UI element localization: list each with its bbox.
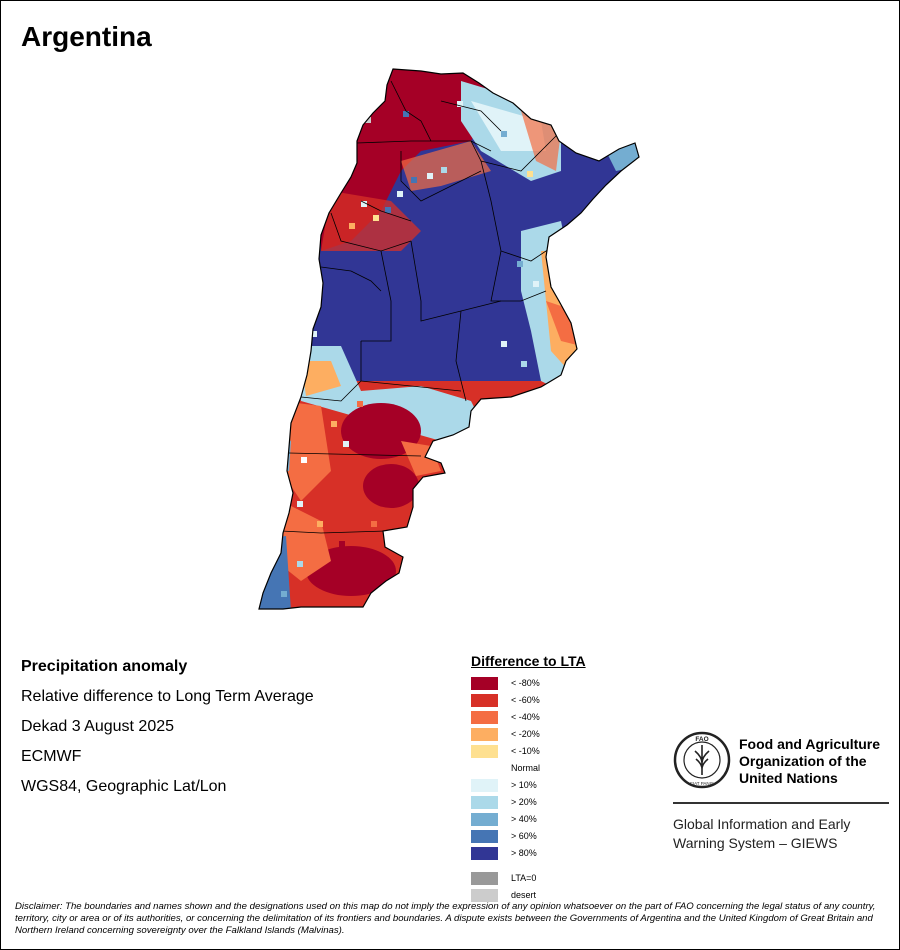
legend-label: > 40% xyxy=(511,814,537,824)
giews-line1: Global Information and Early xyxy=(673,816,851,832)
legend-item: < -40% xyxy=(471,709,661,726)
fao-logo-icon: FAO FIAT PANIS xyxy=(673,731,731,789)
disclaimer: Disclaimer: The boundaries and names sho… xyxy=(15,901,876,936)
legend-label: desert xyxy=(511,890,537,900)
legend-item: > 60% xyxy=(471,828,661,845)
info-period: Dekad 3 August 2025 xyxy=(21,718,175,735)
legend-item: < -80% xyxy=(471,675,661,692)
giews-line2: Warning System – GIEWS xyxy=(673,835,838,851)
legend-title: Difference to LTA xyxy=(471,653,586,669)
map-info: Precipitation anomaly Relative differenc… xyxy=(21,657,314,807)
fao-logo-text: FAO xyxy=(695,736,708,743)
legend-item: < -10% xyxy=(471,743,661,760)
legend-gap xyxy=(471,862,661,870)
legend-swatch xyxy=(471,728,498,741)
fao-divider xyxy=(673,802,889,804)
map-title: Argentina xyxy=(21,21,152,52)
legend-label: LTA=0 xyxy=(511,873,537,883)
legend-item: > 40% xyxy=(471,811,661,828)
legend-swatch xyxy=(471,889,498,902)
legend-swatch xyxy=(471,847,498,860)
info-source: ECMWF xyxy=(21,748,82,765)
legend-item: > 10% xyxy=(471,777,661,794)
legend-item: LTA=0 xyxy=(471,870,661,887)
legend-swatch xyxy=(471,813,498,826)
legend-item: Normal xyxy=(471,760,661,777)
fao-name: Food and Agriculture Organization of the… xyxy=(739,736,880,787)
legend-label: < -20% xyxy=(511,729,540,739)
legend-swatch xyxy=(471,745,498,758)
info-projection: WGS84, Geographic Lat/Lon xyxy=(21,778,227,795)
fao-name-line1: Food and Agriculture xyxy=(739,736,881,752)
legend-rows: < -80% < -60% < -40% < -20% < -10% Normal > 10… xyxy=(471,675,661,904)
legend-swatch xyxy=(471,872,498,885)
legend-label: < -10% xyxy=(511,746,540,756)
legend-item: desert xyxy=(471,887,661,904)
giews-name: Global Information and Early Warning Sys… xyxy=(673,815,850,853)
legend-swatch xyxy=(471,830,498,843)
legend-swatch xyxy=(471,711,498,724)
legend-label: < -60% xyxy=(511,695,540,705)
anomaly-map xyxy=(251,61,651,621)
legend-swatch xyxy=(471,694,498,707)
legend-item: > 80% xyxy=(471,845,661,862)
fao-logo-ring-text: FIAT PANIS xyxy=(690,781,714,786)
legend-swatch xyxy=(471,677,498,690)
legend-label: < -80% xyxy=(511,678,540,688)
legend-label: > 20% xyxy=(511,797,537,807)
legend: Difference to LTA < -80% < -60% < -40% < -2… xyxy=(471,653,661,904)
legend-swatch xyxy=(471,796,498,809)
legend-label: < -40% xyxy=(511,712,540,722)
legend-item: < -60% xyxy=(471,692,661,709)
legend-swatch xyxy=(471,762,498,775)
legend-item: < -20% xyxy=(471,726,661,743)
legend-label: Normal xyxy=(511,763,541,773)
legend-label: > 10% xyxy=(511,780,537,790)
legend-label: > 80% xyxy=(511,848,537,858)
info-subtitle: Relative difference to Long Term Average xyxy=(21,688,314,705)
fao-name-line3: United Nations xyxy=(739,770,838,786)
legend-swatch xyxy=(471,779,498,792)
legend-label: > 60% xyxy=(511,831,537,841)
info-heading: Precipitation anomaly xyxy=(21,658,188,675)
fao-name-line2: Organization of the xyxy=(739,753,867,769)
legend-item: > 20% xyxy=(471,794,661,811)
